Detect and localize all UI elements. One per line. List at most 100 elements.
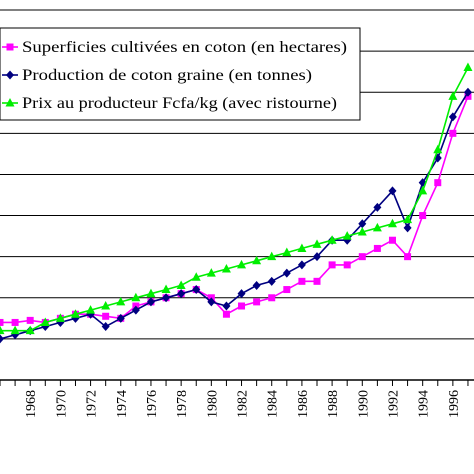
- data-point: [267, 276, 276, 286]
- x-tick-label: 1986: [296, 390, 311, 418]
- data-point: [298, 277, 306, 285]
- legend-entry: Superficies cultivées en coton (en hecta…: [2, 39, 347, 56]
- data-point: [86, 305, 96, 314]
- data-point: [253, 298, 261, 306]
- data-point: [282, 268, 291, 278]
- data-point: [358, 219, 367, 229]
- series-group: [0, 62, 473, 344]
- x-tick-label: 1978: [175, 390, 190, 418]
- x-tick-label: 1984: [266, 390, 281, 418]
- legend-entry: Production de coton graine (en tonnes): [2, 67, 312, 84]
- data-point: [146, 297, 155, 307]
- data-point: [313, 277, 321, 285]
- x-tick-label: 1968: [24, 390, 39, 418]
- data-point: [0, 318, 4, 326]
- x-tick-label: 1990: [356, 390, 371, 418]
- data-point: [448, 112, 457, 122]
- x-tick-label: 1988: [326, 390, 341, 418]
- data-point: [373, 202, 382, 212]
- data-point: [327, 235, 337, 244]
- data-point: [237, 289, 246, 299]
- data-point: [192, 285, 201, 295]
- data-point: [388, 186, 397, 196]
- data-point: [297, 243, 307, 252]
- x-tick-labels: 1968 1970 1972 1974 1976 1978 1980 1982 1984 1986…: [24, 390, 462, 418]
- data-point: [161, 284, 171, 294]
- x-tick-label: 1976: [145, 390, 160, 418]
- data-point: [222, 301, 231, 311]
- data-point: [11, 318, 19, 326]
- data-point: [449, 129, 457, 137]
- x-tick-label: 1994: [417, 390, 432, 418]
- data-point: [342, 231, 352, 240]
- legend-marker: [5, 98, 15, 107]
- data-point: [0, 325, 5, 335]
- data-point: [252, 255, 262, 265]
- data-point: [434, 179, 442, 187]
- data-point: [176, 280, 186, 289]
- data-point: [388, 236, 396, 244]
- data-point: [358, 253, 366, 261]
- data-point: [238, 302, 246, 310]
- data-point: [448, 91, 458, 100]
- data-point: [312, 239, 322, 248]
- legend-marker: [6, 70, 14, 80]
- data-point: [207, 297, 216, 307]
- series-3: [0, 62, 473, 335]
- data-point: [268, 294, 276, 302]
- data-point: [403, 223, 412, 233]
- data-point: [206, 268, 216, 277]
- data-point: [70, 309, 80, 318]
- x-tick-label: 1972: [85, 390, 100, 418]
- data-point: [357, 227, 367, 236]
- data-point: [191, 272, 201, 281]
- legend-label: Superficies cultivées en coton (en hecta…: [22, 39, 347, 56]
- data-point: [55, 313, 65, 322]
- data-point: [282, 247, 292, 257]
- data-point: [177, 289, 186, 299]
- data-point: [419, 212, 427, 220]
- data-point: [237, 259, 247, 269]
- axes: [0, 379, 474, 386]
- legend-label: Production de coton graine (en tonnes): [22, 67, 312, 84]
- data-point: [267, 251, 277, 261]
- data-point: [10, 325, 20, 335]
- data-point: [131, 305, 140, 315]
- data-point: [343, 261, 351, 269]
- legend-entry: Prix au producteur Fcfa/kg (avec ristour…: [2, 95, 337, 112]
- data-point: [26, 316, 34, 324]
- x-tick-label: 1980: [205, 390, 220, 418]
- x-tick-label: 1974: [115, 390, 130, 418]
- x-tick-label: 1982: [236, 390, 251, 418]
- legend-marker: [6, 43, 14, 51]
- legend-label: Prix au producteur Fcfa/kg (avec ristour…: [22, 95, 337, 112]
- data-point: [116, 313, 125, 323]
- data-point: [221, 264, 231, 273]
- data-point: [25, 325, 35, 335]
- data-point: [313, 252, 322, 262]
- data-point: [40, 317, 50, 326]
- data-point: [116, 296, 126, 306]
- data-point: [297, 260, 306, 270]
- data-point: [463, 87, 472, 97]
- data-point: [433, 144, 443, 154]
- data-point: [131, 292, 141, 302]
- data-point: [463, 62, 473, 72]
- data-point: [387, 218, 397, 228]
- x-tick-label: 1970: [54, 390, 69, 418]
- x-tick-label: 1996: [447, 390, 462, 418]
- legend-box: [0, 27, 361, 121]
- data-point: [403, 214, 413, 224]
- x-tick-label: 1992: [386, 390, 401, 418]
- data-point: [328, 261, 336, 269]
- legend: Superficies cultivées en coton (en hecta…: [0, 27, 361, 121]
- data-point: [162, 293, 171, 303]
- data-point: [0, 334, 4, 344]
- data-point: [372, 222, 382, 232]
- data-point: [102, 312, 110, 320]
- data-point: [283, 286, 291, 294]
- data-point: [222, 310, 230, 318]
- data-point: [373, 244, 381, 252]
- data-point: [146, 288, 156, 298]
